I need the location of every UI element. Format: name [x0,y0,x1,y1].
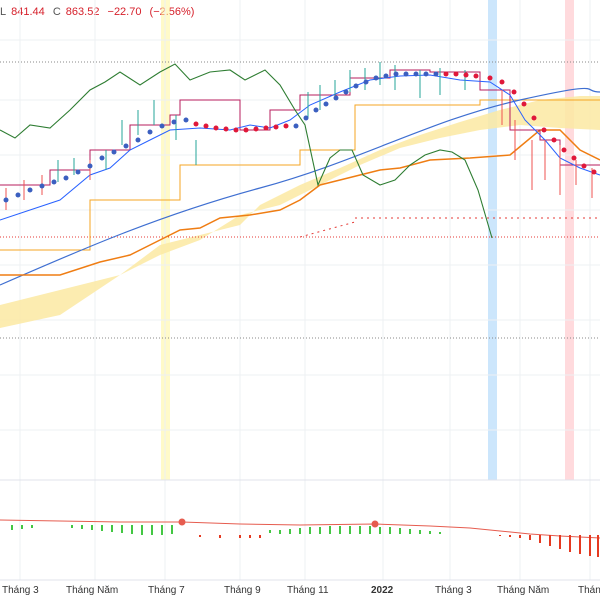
legend-low-label: L [0,6,7,18]
x-tick-label: Tháng 7 [148,585,185,596]
sar-dots-down [193,71,597,175]
sar-dots-up [3,71,439,203]
lagging-span [0,63,493,239]
legend-change-value: −22.70 [107,6,142,18]
red-dotted-line [299,221,356,238]
indicator-marker-2 [371,520,379,528]
candlesticks [5,62,593,210]
legend-change-pct: (−2.56%) [149,6,195,18]
indicator-histogram-down [199,535,599,557]
tenkan-line [0,74,600,221]
kijun-line [0,69,600,186]
legend-close-label: C [52,6,61,18]
indicator-histogram-up [11,525,441,535]
price-legend: L 841.44 C 863.52 −22.70 (−2.56%) [0,6,199,18]
x-tick-label: Tháng Năm [66,585,118,596]
orange-step-line [0,99,600,251]
ma-fast-line [0,129,600,276]
x-tick-label: Tháng 11 [287,585,329,596]
x-axis-labels: Tháng 3 Tháng Năm Tháng 7 Tháng 9 Tháng … [2,585,600,596]
x-tick-label: Tháng Năm [497,585,549,596]
vertical-gridlines [19,0,591,580]
indicator-marker-1 [178,518,186,526]
ma-slow-line [0,87,600,286]
x-tick-label: Tháng 9 [224,585,261,596]
x-tick-label: Tháng 3 [435,585,472,596]
highlight-band-red [565,0,574,480]
ichimoku-cloud [0,96,600,328]
x-tick-label: 2022 [371,585,394,596]
legend-close-value: 863.52 [65,6,100,18]
x-tick-label: Tháng 3 [2,585,39,596]
x-tick-label: Tháng [578,585,600,596]
highlight-band-blue [488,0,497,480]
